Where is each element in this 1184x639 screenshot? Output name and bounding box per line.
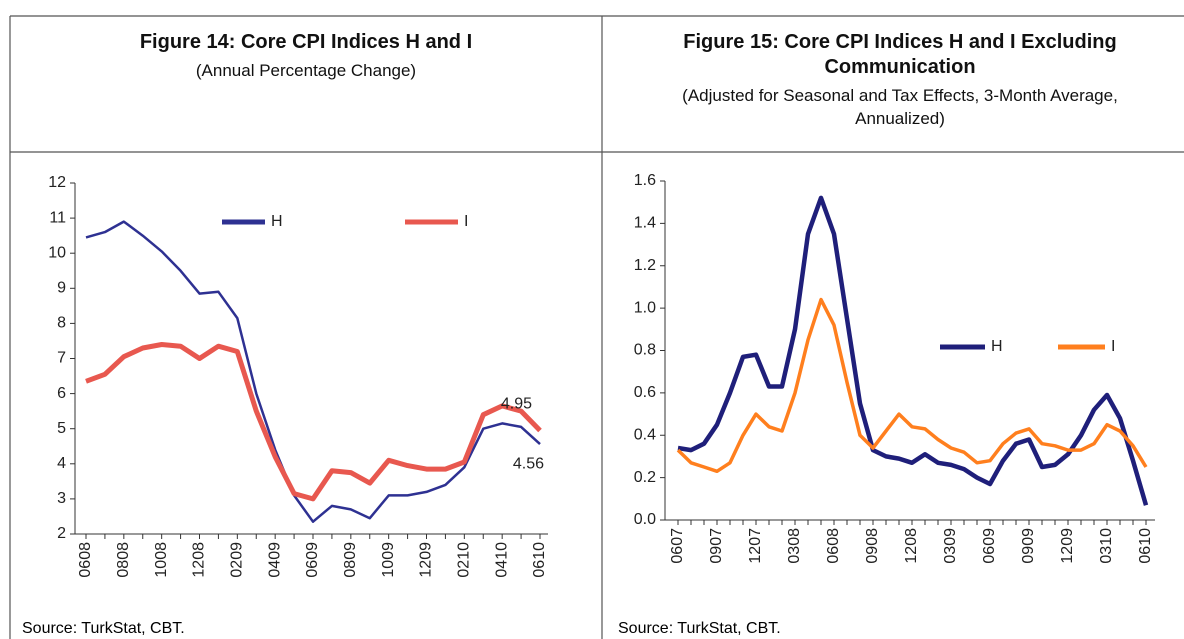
y-tick-label: 0.0 [634,511,656,528]
y-tick-label: 6 [57,385,66,402]
y-tick-label: 4 [57,455,66,472]
y-tick-label: 8 [57,315,66,332]
x-tick-label: 0608 [825,528,842,564]
x-tick-label: 0308 [786,528,803,564]
x-tick-label: 1208 [903,528,920,564]
x-tick-label: 1008 [153,542,170,578]
x-tick-label: 0607 [669,528,686,564]
chart-subtitle: (Adjusted for Seasonal and Tax Effects, … [682,86,1118,128]
y-tick-label: 0.2 [634,469,656,486]
x-tick-label: 0907 [708,528,725,564]
x-tick-label: 0610 [531,542,548,578]
x-tick-label: 1209 [1059,528,1076,564]
legend-label: H [271,213,283,230]
x-tick-label: 1207 [747,528,764,564]
y-tick-label: 1.4 [634,215,656,232]
header-14: Figure 14: Core CPI Indices H and I (Ann… [12,30,600,82]
y-tick-label: 0.6 [634,384,656,401]
x-tick-label: 0609 [304,542,321,578]
source: Source: TurkStat, CBT. [22,620,185,637]
y-tick-label: 5 [57,420,66,437]
y-tick-label: 9 [57,280,66,297]
series-line [85,342,542,502]
legend-label: I [1111,338,1115,355]
y-tick-label: 1.0 [634,299,656,316]
x-tick-label: 0309 [942,528,959,564]
x-tick-label: 1009 [380,542,397,578]
x-tick-label: 0909 [1020,528,1037,564]
legend-label: H [991,338,1003,355]
x-tick-label: 0209 [229,542,246,578]
y-tick-label: 2 [57,525,66,542]
value-label: 4.56 [513,455,544,472]
x-tick-label: 0808 [115,542,132,578]
x-tick-label: 1209 [418,542,435,578]
x-tick-label: 0610 [1137,528,1154,564]
x-tick-label: 0310 [1098,528,1115,564]
value-label: 4.95 [501,396,532,413]
x-tick-label: 0908 [864,528,881,564]
x-tick-label: 0210 [456,542,473,578]
x-tick-label: 0609 [981,528,998,564]
x-tick-label: 0409 [266,542,283,578]
y-tick-label: 11 [49,209,66,226]
x-tick-label: 0608 [77,542,94,578]
chart-title: Figure 15: Core CPI Indices H and I Excl… [683,31,1117,78]
series-line [85,220,541,523]
legend-label: I [464,213,468,230]
x-tick-label: 0410 [493,542,510,578]
source: Source: TurkStat, CBT. [618,620,781,637]
y-tick-label: 1.6 [634,172,656,189]
x-tick-label: 1208 [191,542,208,578]
chart-title: Figure 14: Core CPI Indices H and I [139,31,473,53]
header-15: Figure 15: Core CPI Indices H and I Excl… [616,30,1184,130]
y-tick-label: 1.2 [634,257,656,274]
series-line [676,297,1148,474]
x-tick-label: 0809 [342,542,359,578]
y-tick-label: 12 [48,174,66,191]
y-tick-label: 10 [48,244,66,261]
chart-subtitle: (Annual Percentage Change) [195,61,417,80]
y-tick-label: 7 [57,350,66,367]
y-tick-label: 0.4 [634,426,656,443]
y-tick-label: 3 [57,490,66,507]
series-line [677,195,1149,506]
y-tick-label: 0.8 [634,342,656,359]
